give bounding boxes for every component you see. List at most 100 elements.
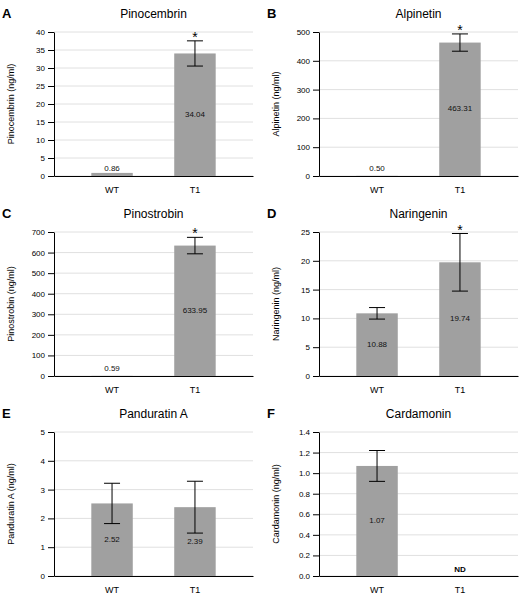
y-tick-mark xyxy=(48,294,54,295)
y-tick: 15 xyxy=(36,118,54,127)
grid-line xyxy=(54,460,253,461)
panel: 0510152025303540WTT10.8634.04*Pinocembri… xyxy=(2,6,254,195)
grid xyxy=(319,432,518,576)
plot-area xyxy=(91,237,215,376)
y-tick: 600 xyxy=(32,249,54,258)
error-bar xyxy=(187,481,203,533)
grid-line xyxy=(54,355,253,356)
y-tick-mark xyxy=(48,576,54,577)
y-tick: 500 xyxy=(32,269,54,278)
error-bar-cap xyxy=(104,483,120,484)
y-tick-label: 100 xyxy=(297,143,311,152)
y-tick: 400 xyxy=(32,290,54,299)
grid-line xyxy=(54,140,253,141)
grid-line xyxy=(319,432,518,433)
y-tick-mark xyxy=(48,253,54,254)
grid-line xyxy=(54,432,253,433)
x-tick-label: T1 xyxy=(455,185,466,195)
x-tick: T1 xyxy=(190,185,201,195)
y-axis-title: Cardamonin (ng/ml) xyxy=(271,464,281,544)
grid-line xyxy=(319,232,518,233)
y-tick-label: 0.6 xyxy=(299,510,311,519)
y-tick-mark xyxy=(48,232,54,233)
grid-line xyxy=(54,232,253,233)
data-label: 463.31 xyxy=(448,104,473,113)
y-tick-mark xyxy=(48,104,54,105)
x-tick-label: WT xyxy=(105,385,119,395)
y-tick: 25 xyxy=(301,228,319,237)
y-tick-label: 0.0 xyxy=(299,572,311,581)
x-tick: T1 xyxy=(190,385,201,395)
y-tick-label: 3 xyxy=(41,486,46,495)
y-tick: 1.0 xyxy=(299,469,319,478)
x-tick: T1 xyxy=(455,385,466,395)
y-tick: 0.2 xyxy=(299,551,319,560)
y-tick-mark xyxy=(48,122,54,123)
y-tick-mark xyxy=(48,518,54,519)
y-tick-label: 1 xyxy=(41,543,46,552)
y-tick-mark xyxy=(313,176,319,177)
y-tick: 0.6 xyxy=(299,510,319,519)
y-tick-mark xyxy=(313,432,319,433)
x-tick-label: T1 xyxy=(190,385,201,395)
y-tick: 200 xyxy=(32,331,54,340)
grid-line xyxy=(319,576,518,577)
y-tick: 35 xyxy=(36,46,54,55)
y-tick-label: 400 xyxy=(32,290,46,299)
bar xyxy=(174,53,215,176)
y-tick-mark xyxy=(48,50,54,51)
error-bar xyxy=(369,451,385,482)
bar xyxy=(439,43,480,176)
panel-label: E xyxy=(2,406,11,421)
error-bar-stem xyxy=(377,308,378,320)
y-tick: 5 xyxy=(306,343,319,352)
x-tick-label: T1 xyxy=(455,585,466,595)
data-label: 10.88 xyxy=(367,340,388,349)
x-tick: WT xyxy=(105,385,119,395)
y-tick-mark xyxy=(313,90,319,91)
y-tick: 0 xyxy=(41,572,54,581)
grid-line xyxy=(319,89,518,90)
x-axis-line xyxy=(55,176,254,177)
y-tick-label: 0 xyxy=(41,172,46,181)
data-label: 1.07 xyxy=(369,516,385,525)
y-tick-label: 4 xyxy=(41,457,46,466)
y-tick: 1.2 xyxy=(299,449,319,458)
bar xyxy=(356,466,397,576)
grid-line xyxy=(319,147,518,148)
y-tick-label: 300 xyxy=(32,310,46,319)
y-tick: 5 xyxy=(41,154,54,163)
error-bar xyxy=(452,233,468,291)
y-tick-label: 500 xyxy=(297,28,311,37)
x-tick-label: T1 xyxy=(190,585,201,595)
error-bar-cap xyxy=(369,481,385,482)
x-tick: WT xyxy=(105,185,119,195)
y-tick: 25 xyxy=(36,82,54,91)
x-tick: WT xyxy=(370,585,384,595)
x-axis: WTT1 xyxy=(320,177,519,196)
error-bar-cap xyxy=(452,291,468,292)
y-tick-mark xyxy=(313,147,319,148)
grid-line xyxy=(54,518,253,519)
title: Pinostrobin xyxy=(123,207,183,221)
error-bar xyxy=(104,483,120,523)
grid-line xyxy=(319,318,518,319)
significance-marker: * xyxy=(457,22,463,38)
data-label: 2.52 xyxy=(104,535,120,544)
grid-line xyxy=(319,514,518,515)
panel-label: F xyxy=(267,406,275,421)
y-tick-label: 500 xyxy=(32,269,46,278)
y-tick-label: 35 xyxy=(36,46,45,55)
grid-line xyxy=(319,376,518,377)
y-axis-line xyxy=(54,33,55,177)
title: Panduratin A xyxy=(119,407,188,421)
error-bar xyxy=(369,308,385,320)
y-tick-label: 0.2 xyxy=(299,551,311,560)
x-axis: WT T1 xyxy=(55,177,254,196)
x-axis-line xyxy=(320,576,519,577)
y-tick-mark xyxy=(48,490,54,491)
x-tick: WT xyxy=(105,585,119,595)
y-tick-mark xyxy=(48,68,54,69)
grid-line xyxy=(319,347,518,348)
panel-label: B xyxy=(267,6,276,21)
